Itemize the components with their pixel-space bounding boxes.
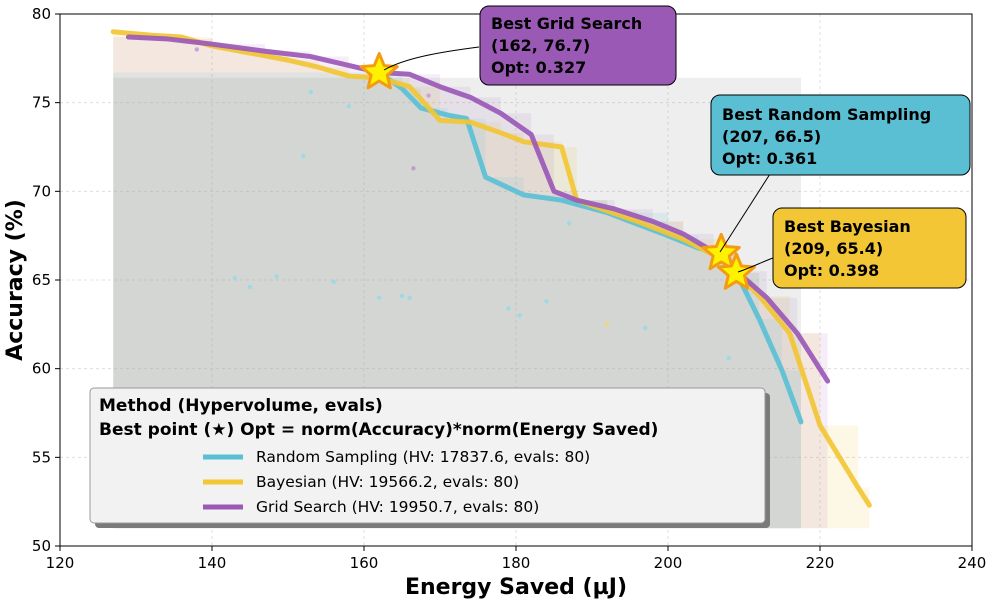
scatter-point bbox=[331, 279, 336, 284]
callout-bayesian-point: (209, 65.4) bbox=[784, 239, 883, 258]
y-tick-label: 55 bbox=[32, 448, 51, 466]
x-tick-label: 220 bbox=[806, 554, 835, 572]
x-tick-label: 140 bbox=[198, 554, 227, 572]
callout-grid-search-box bbox=[479, 5, 677, 86]
callout-bayesian-pointer bbox=[737, 257, 774, 273]
scatter-point bbox=[426, 93, 431, 98]
legend-label: Random Sampling (HV: 17837.6, evals: 80) bbox=[256, 448, 590, 466]
legend-title-line2: Best point (★) Opt = norm(Accuracy)*norm… bbox=[99, 420, 658, 440]
callout-grid-search: Best Grid Search (162, 76.7) Opt: 0.327 bbox=[383, 5, 677, 86]
best-point-star bbox=[716, 252, 756, 290]
legend-title-line1: Method (Hypervolume, evals) bbox=[99, 396, 383, 416]
scatter-point bbox=[643, 325, 648, 331]
scatter-point bbox=[407, 295, 412, 300]
scatter-point bbox=[605, 322, 610, 327]
scatter-point bbox=[567, 221, 572, 226]
scatter-point bbox=[194, 47, 199, 52]
x-tick-label: 120 bbox=[46, 554, 75, 572]
scatter-point bbox=[232, 276, 237, 281]
y-tick-label: 60 bbox=[32, 360, 51, 378]
callout-random-sampling-pointer bbox=[719, 173, 771, 253]
x-tick-label: 180 bbox=[502, 554, 531, 572]
callout-random-sampling-title: Best Random Sampling bbox=[722, 105, 931, 124]
scatter-point bbox=[411, 166, 416, 171]
x-tick-label: 160 bbox=[350, 554, 379, 572]
scatter-point bbox=[301, 153, 306, 159]
frontier-line bbox=[110, 29, 872, 508]
y-tick-label: 50 bbox=[32, 537, 51, 555]
callout-bayesian-title: Best Bayesian bbox=[784, 217, 911, 236]
callout-grid-search-pointer bbox=[383, 46, 480, 71]
callout-bayesian: Best Bayesian (209, 65.4) Opt: 0.398 bbox=[737, 207, 967, 289]
scatter-point bbox=[726, 355, 731, 361]
scatter-point bbox=[346, 104, 351, 109]
scatter-point bbox=[377, 295, 382, 300]
legend: Method (Hypervolume, evals) Best point (… bbox=[89, 387, 770, 528]
callout-random-sampling: Best Random Sampling (207, 66.5) Opt: 0.… bbox=[710, 94, 971, 253]
legend-entries: Random Sampling (HV: 17837.6, evals: 80)… bbox=[203, 448, 590, 516]
legend-box bbox=[89, 387, 766, 524]
scatter-point bbox=[274, 274, 279, 279]
scatter-point bbox=[308, 89, 313, 95]
best-point-star bbox=[359, 52, 399, 90]
legend-label: Bayesian (HV: 19566.2, evals: 80) bbox=[256, 473, 519, 491]
callout-random-sampling-point: (207, 66.5) bbox=[722, 127, 821, 146]
callout-grid-search-opt: Opt: 0.327 bbox=[491, 58, 586, 77]
y-tick-label: 80 bbox=[32, 5, 51, 23]
scatter-point bbox=[506, 306, 511, 311]
y-axis-label: Accuracy (%) bbox=[3, 199, 28, 361]
best-point-stars bbox=[359, 52, 756, 290]
scatter-point bbox=[517, 313, 522, 318]
callout-grid-search-point: (162, 76.7) bbox=[491, 36, 590, 55]
callout-bayesian-box bbox=[772, 207, 967, 289]
callout-grid-search-title: Best Grid Search bbox=[491, 14, 642, 33]
scatter-point bbox=[247, 284, 253, 290]
callout-random-sampling-box bbox=[710, 94, 971, 176]
callout-bayesian-opt: Opt: 0.398 bbox=[784, 261, 879, 280]
x-axis-label: Energy Saved (µJ) bbox=[405, 575, 627, 600]
best-point-star bbox=[701, 232, 741, 271]
callout-random-sampling-opt: Opt: 0.361 bbox=[722, 149, 817, 168]
x-tick-label: 240 bbox=[958, 554, 987, 572]
y-tick-label: 70 bbox=[32, 182, 51, 200]
y-tick-label: 65 bbox=[32, 271, 51, 289]
legend-label: Grid Search (HV: 19950.7, evals: 80) bbox=[256, 498, 539, 516]
scatter-points bbox=[194, 47, 731, 361]
x-tick-label: 200 bbox=[654, 554, 683, 572]
axis-ticks: 120 140 160 180 200 220 240 50 55 60 65 70 75 80 bbox=[32, 5, 986, 572]
scatter-point bbox=[399, 293, 405, 299]
scatter-point bbox=[544, 299, 549, 304]
y-tick-label: 75 bbox=[32, 94, 51, 112]
